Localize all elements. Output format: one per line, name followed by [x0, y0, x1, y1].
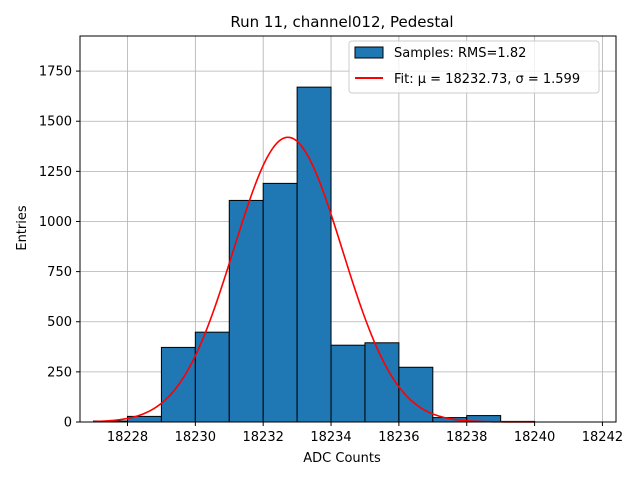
histogram-bar [398, 366, 434, 423]
y-tick-label: 1500 [39, 115, 72, 130]
y-tick-label: 250 [47, 365, 72, 380]
y-tick-label: 750 [47, 265, 72, 280]
y-tick-label: 1250 [39, 165, 72, 180]
histogram-bar [364, 342, 400, 423]
histogram-bars [93, 86, 536, 423]
chart-title: Run 11, channel012, Pedestal [230, 13, 453, 31]
histogram-bar [296, 86, 332, 423]
y-tick-label: 0 [64, 416, 72, 431]
x-tick-label: 18242 [582, 430, 623, 445]
histogram-bar [228, 199, 264, 423]
legend-samples-swatch [354, 46, 384, 59]
y-axis-label: Entries [15, 205, 30, 251]
x-tick-label: 18238 [446, 430, 487, 445]
legend-fit-label: Fit: μ = 18232.73, σ = 1.599 [394, 72, 580, 87]
x-axis-label: ADC Counts [303, 451, 381, 466]
x-tick-label: 18228 [107, 430, 148, 445]
x-tick-label: 18232 [243, 430, 284, 445]
x-tick-label: 18240 [514, 430, 555, 445]
fit-curve-group [93, 136, 535, 423]
y-tick-label: 1000 [39, 215, 72, 230]
histogram-bar [330, 344, 366, 423]
legend: Samples: RMS=1.82 Fit: μ = 18232.73, σ =… [348, 40, 600, 94]
x-tick-label: 18234 [310, 430, 351, 445]
axis-ticks: 18228 18230 18232 18234 18236 18238 18240 18242… [39, 65, 623, 445]
histogram-bar [262, 182, 298, 423]
y-tick-label: 500 [47, 315, 72, 330]
legend-samples-label: Samples: RMS=1.82 [394, 46, 526, 61]
x-tick-label: 18230 [175, 430, 216, 445]
gaussian-fit-curve [93, 136, 535, 423]
y-tick-label: 1750 [39, 65, 72, 80]
legend-frame [348, 40, 600, 94]
plot-frame [79, 35, 617, 423]
x-tick-label: 18236 [378, 430, 419, 445]
